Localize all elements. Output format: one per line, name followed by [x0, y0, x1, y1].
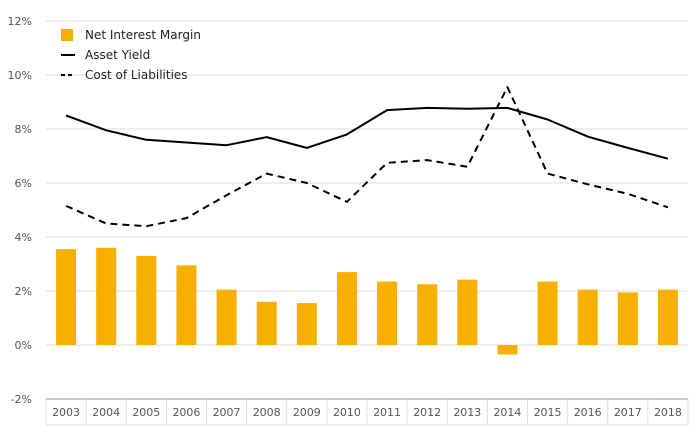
- bar-net-interest-margin: [417, 284, 438, 345]
- bar-net-interest-margin: [617, 292, 638, 345]
- y-tick-label: 12%: [8, 15, 32, 28]
- y-tick-label: -2%: [11, 393, 32, 406]
- x-tick-label: 2009: [293, 406, 321, 419]
- x-tick-label: 2011: [373, 406, 401, 419]
- y-tick-label: 10%: [8, 69, 32, 82]
- bar-net-interest-margin: [56, 249, 77, 345]
- legend: Net Interest Margin Asset Yield Cost of Li…: [61, 28, 201, 82]
- y-tick-label: 2%: [15, 285, 32, 298]
- y-tick-label: 0%: [15, 339, 32, 352]
- bar-net-interest-margin: [657, 289, 678, 345]
- legend-label: Asset Yield: [85, 48, 150, 62]
- x-tick-label: 2017: [614, 406, 642, 419]
- line-asset-yield: [65, 106, 669, 160]
- bar-net-interest-margin: [176, 265, 197, 345]
- y-tick-label: 8%: [15, 123, 32, 136]
- bar-net-interest-margin: [216, 289, 237, 345]
- x-tick-label: 2012: [413, 406, 441, 419]
- x-tick-label: 2008: [253, 406, 281, 419]
- x-tick-label: 2005: [132, 406, 160, 419]
- x-tick-label: 2018: [654, 406, 682, 419]
- bar-net-interest-margin: [457, 279, 478, 345]
- y-tick-label: 4%: [15, 231, 32, 244]
- bars: [56, 247, 678, 355]
- x-tick-label: 2010: [333, 406, 361, 419]
- x-tick-label: 2016: [574, 406, 602, 419]
- x-tick-label: 2007: [213, 406, 241, 419]
- x-tick-label: 2004: [92, 406, 120, 419]
- line-cost-of-liabilities: [65, 86, 669, 228]
- lines: [65, 86, 669, 228]
- legend-swatch-net-interest-margin: [61, 29, 73, 41]
- axes: -2% 0% 2% 4% 6% 8% 10% 12% 2003 2004 2005 2006 2007 2…: [8, 15, 689, 426]
- x-tick-label: 2003: [52, 406, 80, 419]
- x-tick-label: 2014: [493, 406, 521, 419]
- bar-net-interest-margin: [296, 303, 317, 345]
- bar-net-interest-margin: [537, 281, 558, 345]
- x-tick-label: 2013: [453, 406, 481, 419]
- bar-net-interest-margin: [96, 247, 117, 345]
- bar-net-interest-margin: [256, 301, 277, 345]
- legend-label: Net Interest Margin: [85, 28, 201, 42]
- bar-net-interest-margin: [336, 272, 357, 345]
- bar-net-interest-margin: [577, 289, 598, 345]
- bar-net-interest-margin: [136, 255, 157, 345]
- y-tick-label: 6%: [15, 177, 32, 190]
- x-tick-label: 2015: [534, 406, 562, 419]
- legend-label: Cost of Liabilities: [85, 68, 188, 82]
- x-tick-label: 2006: [172, 406, 200, 419]
- bar-net-interest-margin: [497, 345, 518, 355]
- bar-net-interest-margin: [377, 281, 398, 345]
